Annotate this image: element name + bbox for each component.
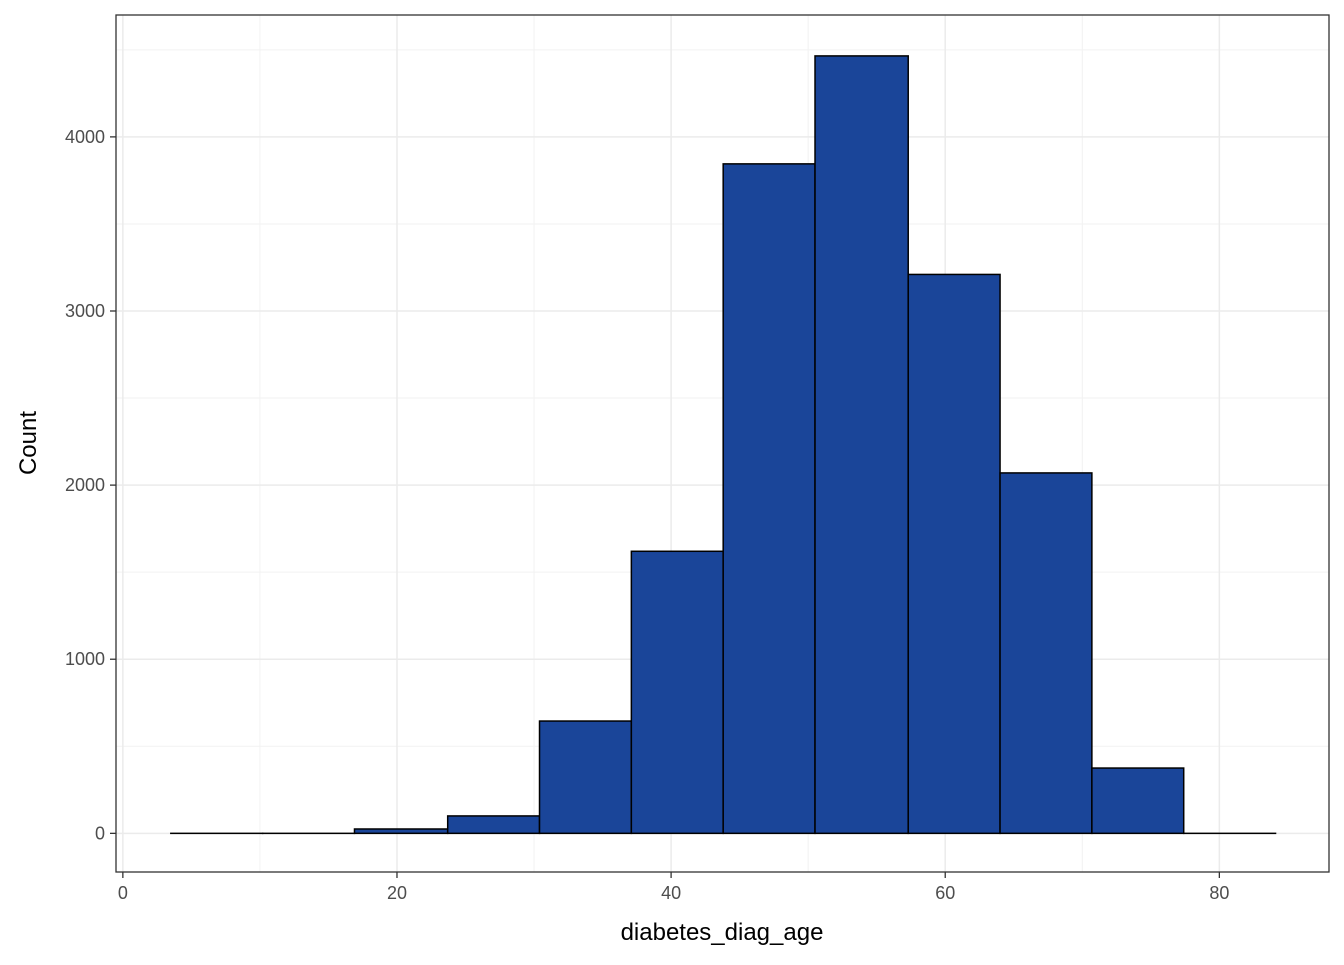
x-axis-ticks: 0 20 40 60 80 [118,872,1230,903]
histogram-bar [1000,473,1092,833]
histogram-bar [723,164,815,833]
x-axis-title: diabetes_diag_age [621,919,824,946]
histogram-bar [908,274,1000,833]
histogram-bar [631,551,723,833]
y-tick-label: 4000 [65,127,105,147]
x-tick-label: 0 [118,883,128,903]
y-axis-title: Count [15,411,42,475]
histogram-bar [1092,768,1184,833]
x-tick-label: 60 [935,883,955,903]
y-tick-label: 0 [95,823,105,843]
histogram-bar [354,829,447,833]
y-tick-label: 2000 [65,475,105,495]
y-tick-label: 1000 [65,649,105,669]
x-tick-label: 80 [1209,883,1229,903]
x-tick-label: 40 [661,883,681,903]
histogram-bar [540,721,632,833]
histogram-bar [448,816,540,833]
y-tick-label: 3000 [65,301,105,321]
y-axis-ticks: 0 1000 2000 3000 4000 [65,127,116,843]
histogram-bar [815,56,908,833]
x-tick-label: 20 [387,883,407,903]
